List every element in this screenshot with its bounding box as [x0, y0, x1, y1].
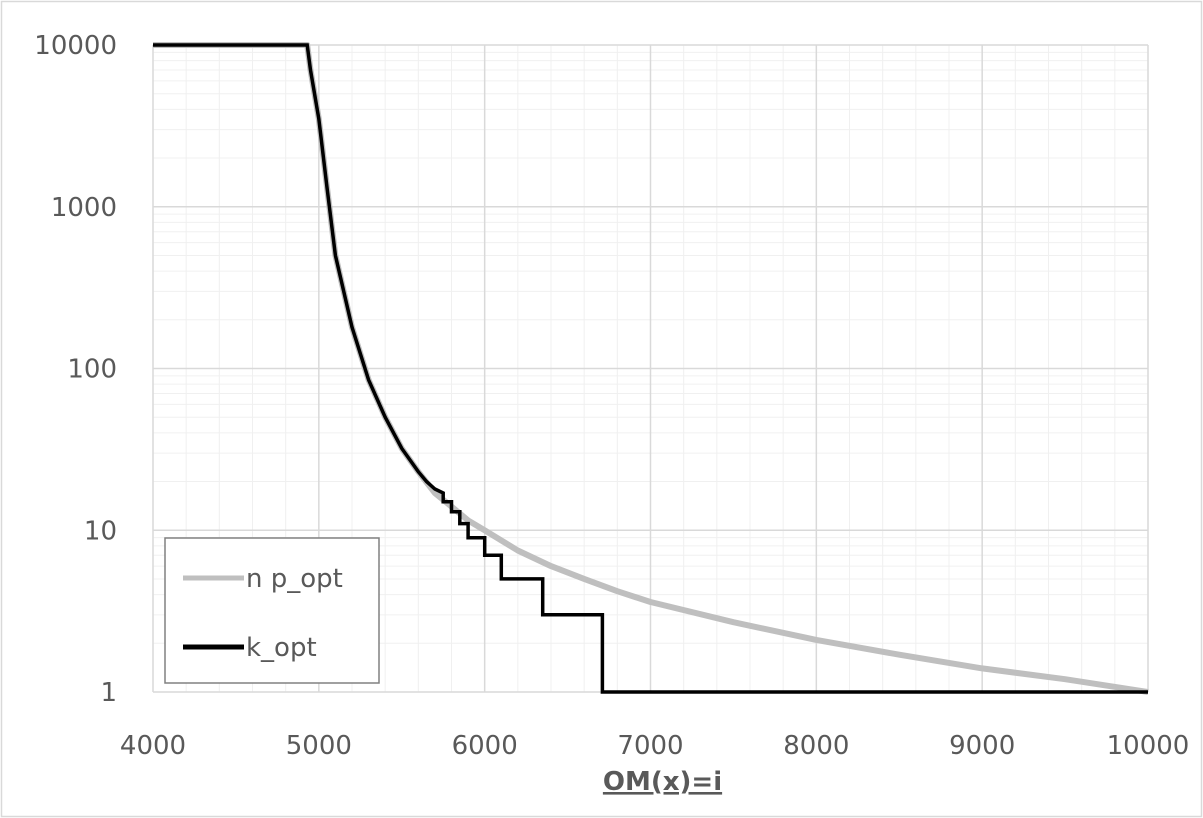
series-layer: [153, 42, 1149, 695]
y-tick-label: 10000: [34, 31, 117, 61]
x-tick-label: 4000: [120, 731, 186, 761]
y-tick-label: 1000: [51, 193, 117, 223]
series-line-k-opt: [153, 43, 1148, 694]
x-axis-ticks: 4000 5000 6000 7000 8000 9000 10000: [120, 731, 1189, 761]
y-axis-ticks: 1 10 100 1000 10000: [34, 31, 117, 708]
x-axis-title: OM(x)=i: [603, 767, 722, 797]
x-tick-label: 8000: [783, 731, 849, 761]
y-tick-label: 10: [84, 516, 117, 546]
x-tick-label: 10000: [1107, 731, 1190, 761]
legend: n p_opt k_opt: [164, 537, 380, 684]
x-tick-label: 5000: [286, 731, 352, 761]
y-tick-label: 1: [100, 678, 117, 708]
x-tick-label: 6000: [452, 731, 518, 761]
major-gridlines: [152, 44, 1149, 692]
y-tick-label: 100: [67, 355, 117, 385]
legend-label-k-opt: k_opt: [246, 633, 317, 663]
legend-label-n-p-opt: n p_opt: [246, 564, 343, 594]
x-tick-label: 9000: [949, 731, 1015, 761]
legend-box: [164, 537, 380, 684]
x-tick-label: 7000: [617, 731, 683, 761]
